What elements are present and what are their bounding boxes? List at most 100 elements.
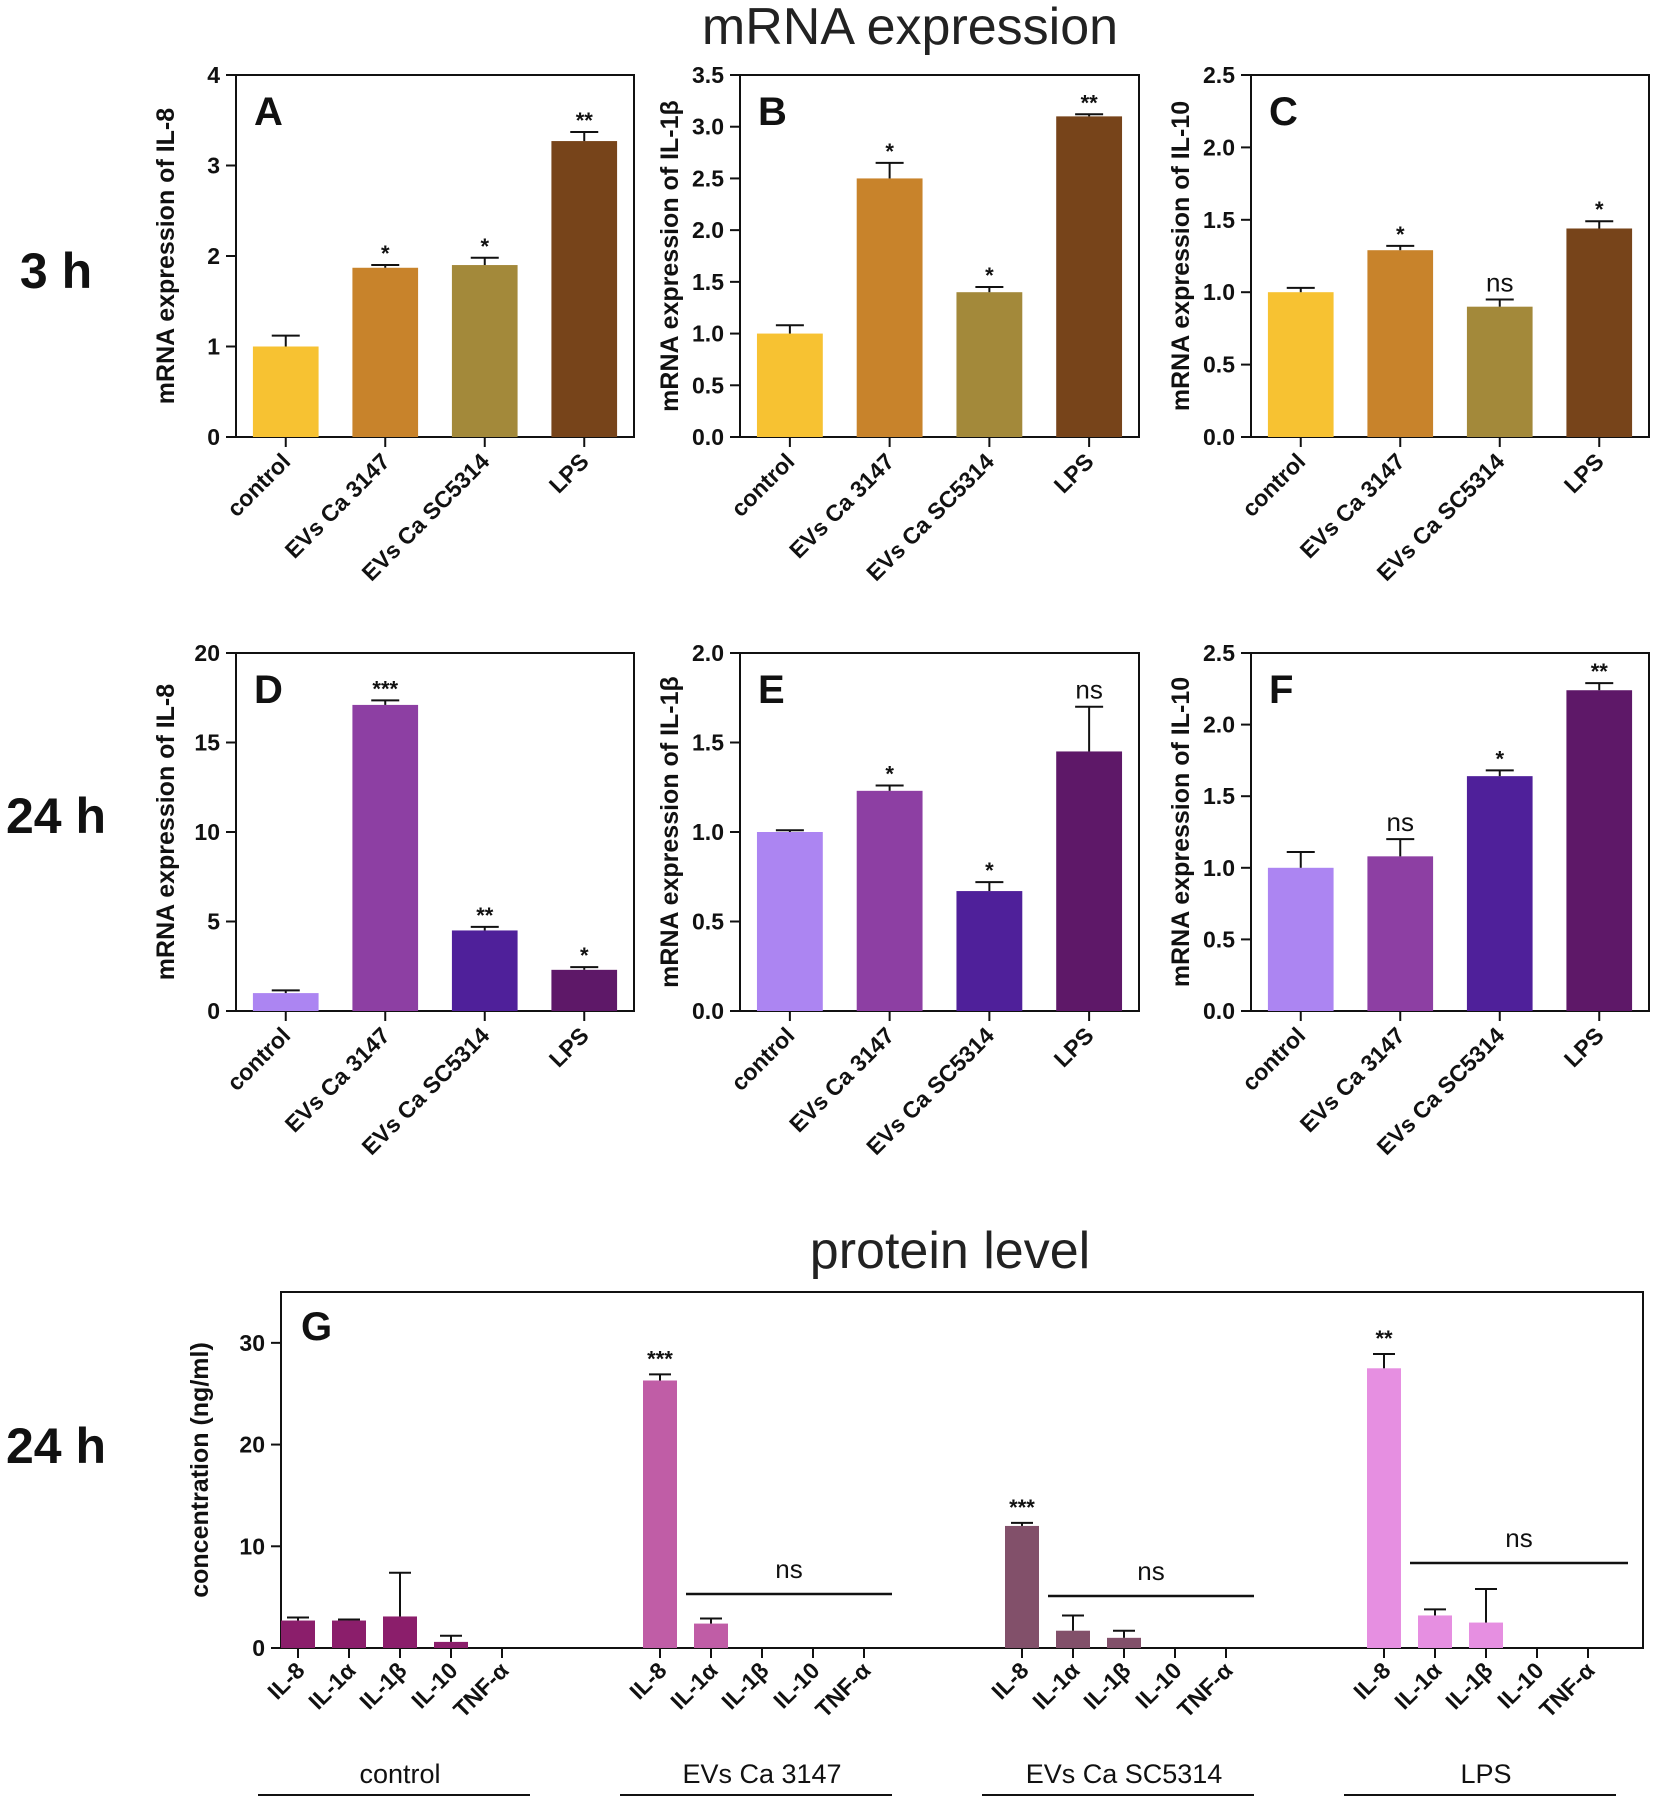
significance-label: *: [1396, 222, 1405, 247]
x-tick-label: IL-1α: [1389, 1657, 1446, 1714]
bar-control: [252, 993, 319, 1011]
y-tick-label: 15: [194, 730, 220, 756]
x-tick-label: control: [222, 448, 296, 522]
bar-evs-ca-3147: [1367, 250, 1434, 437]
x-tick-label: LPS: [1559, 1022, 1609, 1072]
bar-il-8: [643, 1380, 677, 1648]
x-tick-label: TNF-α: [810, 1657, 875, 1722]
significance-label: ns: [1486, 267, 1513, 297]
bar-il-10: [434, 1641, 468, 1648]
plot-frame: [280, 1291, 1644, 1649]
y-tick-label: 1.5: [1203, 207, 1235, 233]
y-tick-label: 0: [252, 1635, 265, 1661]
significance-label: ***: [372, 676, 398, 701]
y-tick-label: 0.5: [1203, 926, 1235, 952]
significance-label: *: [580, 943, 589, 968]
panel-b: B 0.0 0.5 1.0 1.5 2.0 2.5 3.0 3.5 mRNA expression…: [656, 62, 1140, 586]
bar-lps: [1056, 751, 1123, 1011]
significance-label: *: [1595, 197, 1604, 222]
panel-e: E 0.0 0.5 1.0 1.5 2.0 mRNA expression of IL-1β…: [656, 640, 1140, 1160]
y-tick-label: 3.5: [692, 62, 724, 88]
x-tick-label: IL-1α: [1027, 1657, 1084, 1714]
significance-label: *: [480, 234, 489, 259]
x-tick-label: control: [726, 1022, 800, 1096]
y-tick-label: 1.0: [692, 819, 724, 845]
bar-evs-ca-3147: [352, 704, 419, 1011]
y-tick-label: 2.0: [1203, 712, 1235, 738]
significance-label: *: [381, 241, 390, 266]
group-label: EVs Ca 3147: [682, 1759, 841, 1789]
y-tick-label: 1: [207, 334, 220, 360]
x-tick-label: IL-1β: [1078, 1657, 1135, 1714]
significance-label: ***: [647, 1346, 673, 1371]
x-tick-label: IL-1α: [665, 1657, 722, 1714]
significance-label: *: [985, 858, 994, 883]
y-tick-label: 1.5: [692, 730, 724, 756]
bar-control: [1267, 867, 1334, 1011]
bar-il-1α: [1418, 1615, 1452, 1648]
bar-il-8: [281, 1620, 315, 1648]
x-tick-label: LPS: [1049, 448, 1099, 498]
bar-lps: [551, 969, 618, 1011]
plot-frame: [739, 74, 1140, 438]
bar-evs-ca-sc5314: [451, 930, 518, 1011]
x-tick-label: TNF-α: [448, 1657, 513, 1722]
y-tick-label: 20: [194, 640, 220, 666]
y-tick-label: 1.0: [1203, 279, 1235, 305]
bar-il-8: [1005, 1525, 1039, 1648]
panel-c: C 0.0 0.5 1.0 1.5 2.0 2.5 mRNA expression of IL…: [1167, 62, 1650, 586]
panel-letter: G: [301, 1305, 332, 1349]
bar-il-1β: [1469, 1622, 1503, 1648]
significance-label: ***: [1009, 1495, 1035, 1520]
bar-lps: [1566, 690, 1633, 1011]
y-tick-label: 1.5: [692, 269, 724, 295]
y-tick-label: 10: [194, 819, 220, 845]
bar-evs-ca-3147: [856, 178, 923, 437]
mrna-section-title: mRNA expression: [702, 0, 1118, 56]
y-tick-label: 0.0: [692, 424, 724, 450]
ns-label: ns: [1505, 1523, 1532, 1553]
bar-il-1α: [694, 1623, 728, 1648]
y-tick-label: 2.0: [1203, 134, 1235, 160]
panel-letter: C: [1269, 90, 1298, 134]
y-tick-label: 0.0: [1203, 424, 1235, 450]
group-label: control: [359, 1759, 440, 1789]
x-tick-label: IL-8: [262, 1657, 309, 1704]
x-tick-label: IL-1β: [716, 1657, 773, 1714]
x-tick-label: IL-1β: [354, 1657, 411, 1714]
significance-label: **: [476, 903, 494, 928]
y-tick-label: 2.5: [692, 165, 724, 191]
bar-evs-ca-3147: [1367, 856, 1434, 1011]
bar-control: [756, 832, 823, 1011]
bar-il-1β: [1107, 1637, 1141, 1648]
protein-section-title: protein level: [810, 1222, 1090, 1280]
bar-control: [756, 333, 823, 437]
bar-lps: [1056, 116, 1123, 437]
plot-frame: [1250, 74, 1650, 438]
plot-frame: [235, 652, 635, 1012]
x-tick-label: LPS: [1049, 1022, 1099, 1072]
x-tick-label: IL-8: [624, 1657, 671, 1704]
y-tick-label: 2: [207, 243, 220, 269]
bar-evs-ca-3147: [352, 267, 419, 437]
bar-lps: [1566, 228, 1633, 437]
y-tick-label: 1.0: [692, 321, 724, 347]
bar-evs-ca-sc5314: [451, 265, 518, 437]
x-tick-label: LPS: [1559, 448, 1609, 498]
y-axis-label: mRNA expression of IL-10: [1167, 101, 1195, 411]
bar-evs-ca-sc5314: [1466, 776, 1533, 1011]
panel-letter: F: [1269, 668, 1293, 712]
bar-il-1α: [1056, 1630, 1090, 1648]
panel-letter: A: [254, 90, 283, 134]
significance-label: **: [1375, 1326, 1393, 1351]
panel-d: D 0 5 10 15 20 mRNA expression of IL-8 control *…: [152, 640, 635, 1160]
y-tick-label: 0.5: [1203, 352, 1235, 378]
bar-control: [252, 346, 319, 437]
x-tick-label: IL-1α: [303, 1657, 360, 1714]
panel-f: F 0.0 0.5 1.0 1.5 2.0 2.5 mRNA expression of IL…: [1167, 640, 1650, 1160]
